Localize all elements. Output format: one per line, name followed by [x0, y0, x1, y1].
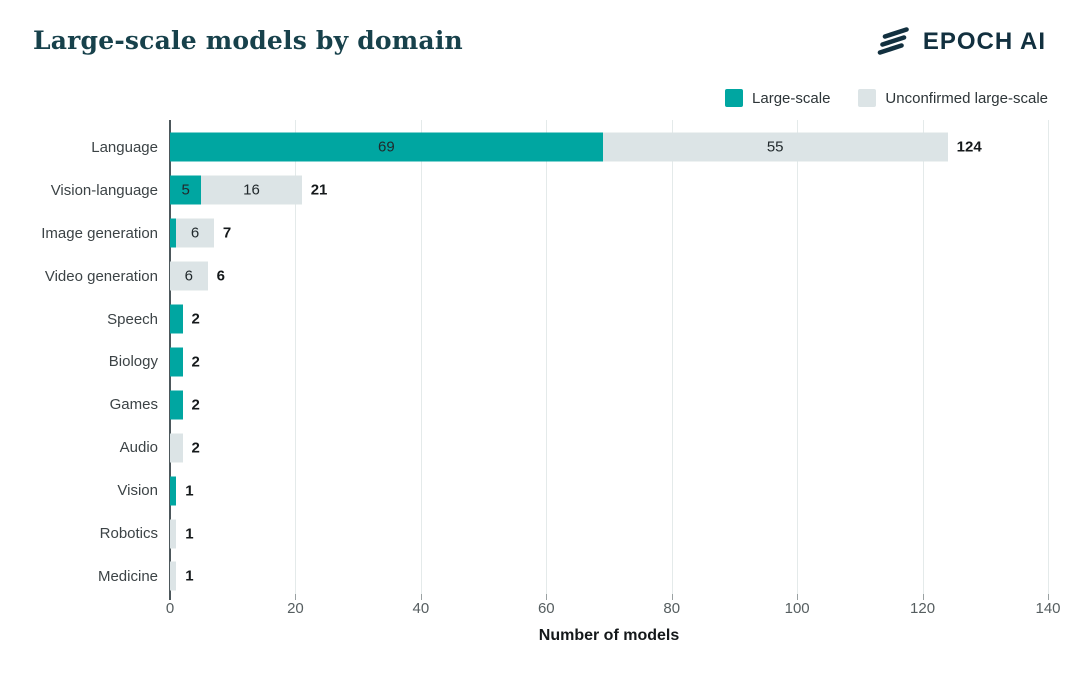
- legend-swatch-unconfirmed: [858, 89, 877, 107]
- category-label: Robotics: [99, 525, 158, 543]
- bar-segment-large-scale: [170, 218, 177, 248]
- x-axis-tick-label: 20: [287, 600, 304, 617]
- x-axis-tick-mark: [546, 594, 548, 600]
- bar-segment-unconfirmed: 16: [201, 175, 302, 205]
- x-axis-tick-mark: [797, 594, 799, 600]
- category-label: Image generation: [41, 224, 158, 242]
- bar-segment-large-scale: [170, 476, 177, 506]
- gridline: [671, 120, 673, 594]
- bar-segment-large-scale: [170, 347, 183, 377]
- bar-total-label: 21: [310, 181, 328, 199]
- x-axis-tick-label: 80: [663, 600, 681, 617]
- bar-segment-unconfirmed: [170, 519, 177, 549]
- bar-segment-large-scale: 5: [170, 175, 202, 205]
- chart-legend: Large-scale Unconfirmed large-scale: [725, 89, 1048, 107]
- bar-row: 2: [170, 298, 1048, 341]
- bar-total-label: 2: [191, 439, 200, 457]
- category-label: Vision: [117, 482, 158, 500]
- x-axis-tick-mark: [1048, 594, 1049, 600]
- category-label: Biology: [108, 353, 158, 371]
- x-axis-tick-mark: [420, 594, 422, 600]
- category-label: Games: [109, 396, 158, 414]
- epoch-ai-wordmark: EPOCH AI: [922, 28, 1046, 55]
- bar-row: 69 55 124: [170, 126, 1048, 169]
- bar-segment-unconfirmed: 6: [176, 218, 214, 248]
- category-label: Video generation: [44, 267, 158, 285]
- bar-total-label: 2: [191, 310, 200, 328]
- bar-segment-large-scale: [170, 304, 183, 334]
- bar-row: 2: [170, 341, 1048, 384]
- bar-row: 2: [170, 383, 1048, 426]
- x-axis-tick-label: 40: [412, 600, 430, 617]
- category-label: Language: [91, 138, 158, 156]
- epoch-ai-logo: EPOCH AI: [876, 24, 1046, 60]
- gridline: [420, 120, 422, 594]
- gridline: [546, 120, 548, 594]
- x-axis-tick-label: 0: [165, 600, 175, 617]
- bar-total-label: 124: [956, 138, 982, 156]
- legend-label: Large-scale: [752, 89, 831, 107]
- bar-total-label: 1: [185, 525, 194, 543]
- legend-label: Unconfirmed large-scale: [885, 89, 1048, 107]
- x-axis-title: Number of models: [538, 627, 680, 644]
- category-label: Speech: [107, 310, 158, 328]
- bar-row: 1: [170, 555, 1048, 598]
- x-axis-tick-label: 140: [1035, 600, 1061, 617]
- bar-segment-unconfirmed: 6: [170, 261, 208, 291]
- bar-segment-large-scale: 69: [170, 132, 603, 162]
- bar-total-label: 2: [191, 396, 200, 414]
- gridline: [1048, 120, 1049, 594]
- bar-total-label: 1: [185, 567, 194, 585]
- bar-total-label: 1: [185, 482, 194, 500]
- bar-segment-unconfirmed: [170, 561, 177, 591]
- legend-item-unconfirmed: Unconfirmed large-scale: [858, 89, 1048, 107]
- bar-total-label: 7: [222, 224, 232, 242]
- x-axis-tick-label: 60: [537, 600, 555, 617]
- bar-segment-large-scale: [170, 390, 183, 420]
- bar-row: 5 16 21: [170, 169, 1048, 212]
- epoch-ai-logo-icon: [877, 27, 909, 55]
- bar-segment-unconfirmed: [170, 433, 183, 463]
- x-axis-tick-mark: [295, 594, 297, 600]
- bar-segment-unconfirmed: 55: [602, 132, 948, 162]
- bar-row: 2: [170, 426, 1048, 469]
- x-axis-tick-mark: [922, 594, 924, 600]
- bar-row: 1: [170, 469, 1048, 512]
- category-label: Vision-language: [50, 181, 158, 199]
- page-title: Large-scale models by domain: [33, 26, 463, 55]
- bar-total-label: 2: [191, 353, 200, 371]
- bar-total-label: 6: [216, 267, 225, 285]
- category-label: Medicine: [97, 567, 158, 585]
- x-axis-tick-mark: [671, 594, 673, 600]
- category-label: Audio: [119, 439, 158, 457]
- gridline: [797, 120, 799, 594]
- legend-item-large-scale: Large-scale: [725, 89, 830, 107]
- plot-area: 69 55 124 5 16 21 6 7 6 6 2 2 2 2 1 1 1: [169, 120, 1049, 600]
- gridline: [295, 120, 297, 594]
- bar-row: 1: [170, 512, 1048, 555]
- gridline: [922, 120, 924, 594]
- x-axis-tick-label: 100: [784, 600, 810, 617]
- legend-swatch-large-scale: [725, 89, 744, 107]
- x-axis-tick-label: 120: [910, 600, 936, 617]
